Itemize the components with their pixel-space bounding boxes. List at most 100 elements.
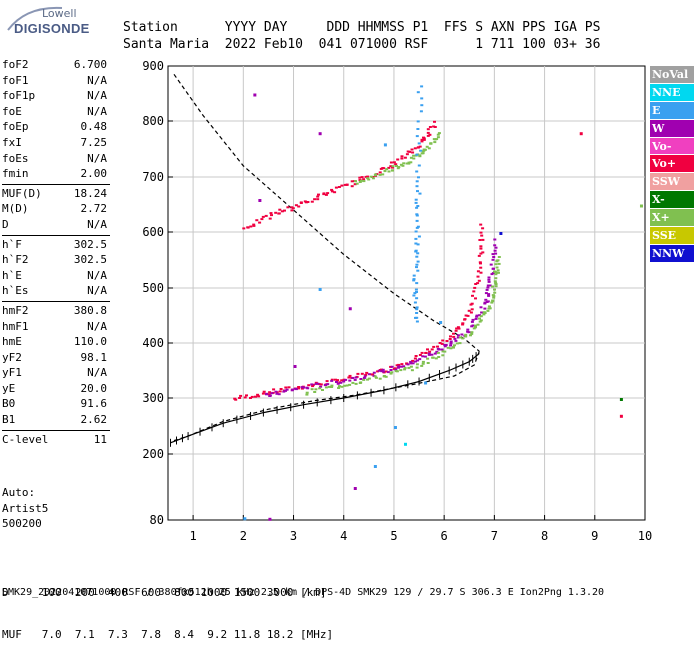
echo-point xyxy=(313,391,317,393)
echo-point xyxy=(269,212,273,215)
echo-point xyxy=(481,251,485,254)
echo-point xyxy=(340,184,344,187)
echo-point xyxy=(420,104,424,107)
param-row: foF1 N/A xyxy=(2,74,110,90)
param-value: 11 xyxy=(93,432,107,446)
echo-point xyxy=(399,163,403,166)
echo-point xyxy=(471,294,474,297)
echo-point xyxy=(407,161,411,164)
echo-point xyxy=(239,394,243,397)
echo-point xyxy=(393,426,397,429)
echo-point xyxy=(455,327,459,330)
echo-point xyxy=(415,206,419,209)
echo-point xyxy=(487,293,491,296)
echo-point xyxy=(253,93,257,97)
echo-point xyxy=(477,279,481,282)
echo-point xyxy=(310,383,314,386)
echo-point xyxy=(265,392,269,395)
echo-point xyxy=(496,269,500,272)
param-row: B1 2.62 xyxy=(2,413,110,429)
legend-item: Vo- xyxy=(650,137,694,155)
echo-point xyxy=(330,386,334,388)
echo-point xyxy=(261,392,265,395)
echo-point xyxy=(432,125,436,128)
echo-point xyxy=(330,384,334,387)
param-row: MUF(D) 18.24 xyxy=(2,187,110,203)
echo-point xyxy=(424,381,428,385)
echo-point xyxy=(420,140,424,143)
echo-point xyxy=(285,388,289,391)
param-value: 2.62 xyxy=(80,413,108,427)
echo-point xyxy=(360,372,364,375)
param-name: yF1 xyxy=(2,366,22,380)
echo-point xyxy=(454,329,458,332)
echo-point xyxy=(340,385,344,388)
echo-point xyxy=(267,393,271,396)
echo-point xyxy=(422,137,426,140)
param-row: hmF2 380.8 xyxy=(2,304,110,320)
echo-point xyxy=(411,151,415,154)
echo-point xyxy=(415,306,419,309)
param-value: N/A xyxy=(87,217,107,231)
echo-point xyxy=(324,384,328,386)
echo-point xyxy=(242,227,246,230)
echo-point xyxy=(383,143,387,147)
echo-point xyxy=(356,372,360,375)
echo-point xyxy=(409,161,413,164)
echo-point xyxy=(395,370,399,373)
x-tick-label: 4 xyxy=(340,529,347,543)
echo-point xyxy=(381,368,385,371)
lowell-digisonde-logo: Lowell DIGISONDE xyxy=(4,4,89,40)
echo-point xyxy=(367,373,371,376)
echo-point xyxy=(413,147,417,150)
param-value: 380.8 xyxy=(73,303,107,317)
echo-point xyxy=(453,337,457,340)
echo-point xyxy=(381,173,385,176)
echo-point xyxy=(351,377,355,379)
echo-point xyxy=(415,297,419,300)
echo-point xyxy=(437,348,441,351)
echo-point xyxy=(412,278,416,281)
logo-swoosh-icon xyxy=(7,6,63,31)
echo-point xyxy=(270,392,274,395)
echo-point xyxy=(444,344,448,346)
param-name: D xyxy=(2,217,9,231)
echo-point xyxy=(429,142,433,145)
echo-point xyxy=(414,360,417,363)
echo-point xyxy=(473,286,477,289)
param-name: hmF2 xyxy=(2,303,29,317)
echo-point xyxy=(427,147,431,150)
echo-point xyxy=(275,392,279,395)
echo-point xyxy=(619,398,623,401)
param-name: yF2 xyxy=(2,350,22,364)
echo-point xyxy=(355,182,359,185)
echo-point xyxy=(410,148,414,151)
param-value: N/A xyxy=(87,268,107,282)
echo-point xyxy=(358,181,362,183)
param-value: 2.72 xyxy=(80,202,108,216)
echo-point xyxy=(412,279,416,282)
x-tick-label: 1 xyxy=(189,529,196,543)
echo-point xyxy=(421,360,425,363)
echo-point xyxy=(365,371,369,374)
echo-point xyxy=(418,354,422,356)
echo-point xyxy=(353,487,357,490)
echo-point xyxy=(452,335,456,338)
echo-point xyxy=(305,393,309,396)
echo-point xyxy=(384,375,388,378)
param-value: N/A xyxy=(87,366,107,380)
echo-point xyxy=(394,368,398,371)
echo-point xyxy=(497,271,500,274)
echo-point xyxy=(278,390,282,393)
echo-point xyxy=(475,314,479,317)
echo-point xyxy=(335,381,338,383)
echo-point xyxy=(436,345,439,348)
echo-point xyxy=(405,162,409,165)
echo-point xyxy=(470,302,474,305)
echo-point xyxy=(395,364,399,367)
y-tick-label: 400 xyxy=(142,336,164,350)
echo-point xyxy=(478,320,482,323)
echo-point xyxy=(469,311,473,314)
echo-point xyxy=(420,138,424,141)
echo-point xyxy=(416,120,420,123)
